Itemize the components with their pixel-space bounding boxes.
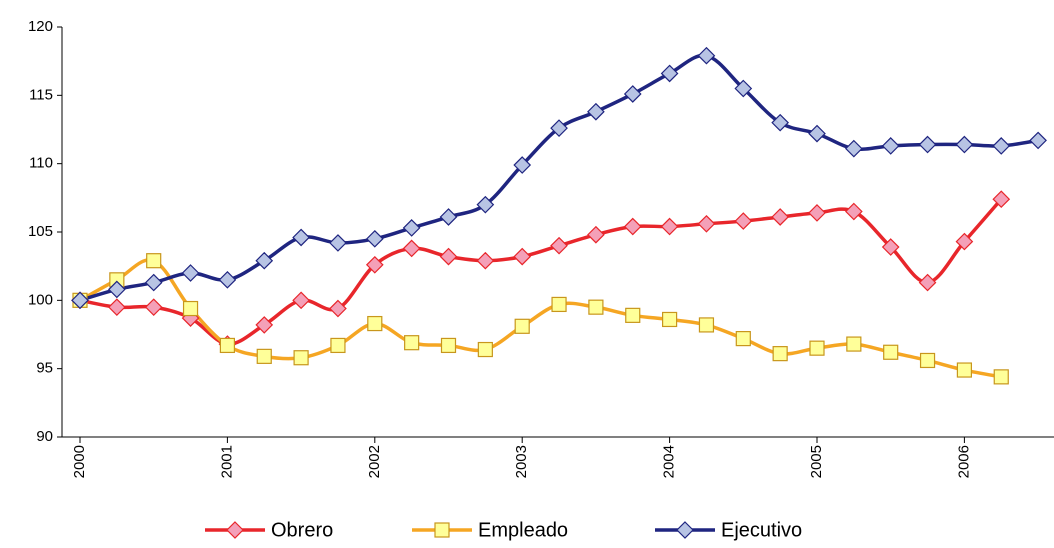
data-point <box>809 340 825 356</box>
data-point <box>955 135 974 154</box>
y-tick-label: 90 <box>36 428 53 445</box>
data-point <box>734 79 753 98</box>
legend-marker <box>226 521 244 539</box>
data-point <box>734 212 753 230</box>
data-point <box>514 318 530 334</box>
data-point <box>918 135 937 154</box>
data-point <box>771 208 789 226</box>
data-point <box>992 137 1011 155</box>
data-point <box>697 214 716 233</box>
data-point <box>660 217 679 236</box>
data-point <box>255 251 274 270</box>
data-point <box>846 336 862 352</box>
data-point <box>588 299 604 315</box>
data-point <box>550 119 568 137</box>
data-point <box>661 311 678 328</box>
x-tick-label: 2002 <box>366 445 383 478</box>
legend-label: Empleado <box>478 519 568 541</box>
data-point <box>181 264 200 282</box>
data-point <box>108 298 126 317</box>
data-point <box>144 273 163 292</box>
y-tick-label: 95 <box>36 360 53 377</box>
data-point <box>182 300 199 317</box>
data-point <box>625 307 641 323</box>
x-tick-label: 2005 <box>808 445 825 478</box>
data-point <box>292 291 310 310</box>
data-point <box>477 341 493 358</box>
data-point <box>329 299 347 318</box>
y-tick-label: 110 <box>29 155 53 172</box>
data-point <box>255 316 274 334</box>
data-point <box>881 137 900 155</box>
data-point <box>367 315 383 332</box>
data-point <box>623 217 642 236</box>
data-point <box>551 296 567 313</box>
data-point <box>292 228 310 247</box>
data-point <box>439 208 458 226</box>
data-point <box>587 225 605 244</box>
y-tick-label: 115 <box>29 86 53 103</box>
data-point <box>697 46 716 65</box>
data-point <box>439 247 458 266</box>
data-point <box>108 280 126 299</box>
data-point <box>845 139 863 158</box>
data-point <box>365 229 384 248</box>
data-point <box>476 251 495 270</box>
x-tick-label: 2000 <box>71 445 88 478</box>
series-line <box>79 53 1039 303</box>
x-tick-label: 2003 <box>513 445 530 478</box>
data-point <box>513 247 532 266</box>
data-point <box>71 291 89 310</box>
data-point <box>404 335 420 351</box>
data-point <box>513 156 532 174</box>
data-point <box>146 253 162 269</box>
data-point <box>330 337 346 354</box>
data-point <box>881 238 900 256</box>
data-point <box>698 317 715 333</box>
y-tick-label: 100 <box>28 291 53 308</box>
series-line <box>79 258 1002 379</box>
legend-label: Ejecutivo <box>721 519 802 541</box>
data-point <box>587 102 605 121</box>
data-point <box>402 219 421 237</box>
series-line <box>79 198 1003 346</box>
y-tick-label: 105 <box>28 223 53 240</box>
data-point <box>402 239 421 258</box>
data-point <box>771 113 789 132</box>
data-point <box>735 331 751 347</box>
legend: Obrero Empleado Ejecutivo <box>205 519 802 541</box>
data-point <box>293 350 309 366</box>
legend-marker <box>434 522 450 538</box>
data-point <box>219 337 235 354</box>
data-point <box>772 346 788 362</box>
data-point <box>919 352 936 369</box>
data-point <box>365 255 384 274</box>
data-point <box>623 85 642 103</box>
data-point <box>329 234 347 252</box>
x-tick-label: 2006 <box>955 445 972 478</box>
y-tick-label: 120 <box>28 18 53 35</box>
data-point <box>1029 131 1047 150</box>
data-point <box>845 202 863 221</box>
data-point <box>256 348 272 364</box>
data-point <box>660 64 679 83</box>
data-point <box>993 369 1009 385</box>
data-point <box>883 344 899 360</box>
data-point <box>808 204 826 222</box>
x-tick-label: 2001 <box>218 445 235 478</box>
data-point <box>476 195 495 214</box>
data-point <box>550 236 568 255</box>
data-point <box>218 270 237 289</box>
legend-label: Obrero <box>271 519 333 541</box>
data-point <box>992 190 1011 209</box>
data-point <box>144 298 163 317</box>
data-point <box>956 362 973 378</box>
data-point <box>440 337 457 354</box>
data-point <box>918 273 937 292</box>
data-point <box>955 232 974 251</box>
x-tick-label: 2004 <box>661 445 678 478</box>
legend-marker <box>676 521 694 539</box>
data-point <box>808 124 826 143</box>
